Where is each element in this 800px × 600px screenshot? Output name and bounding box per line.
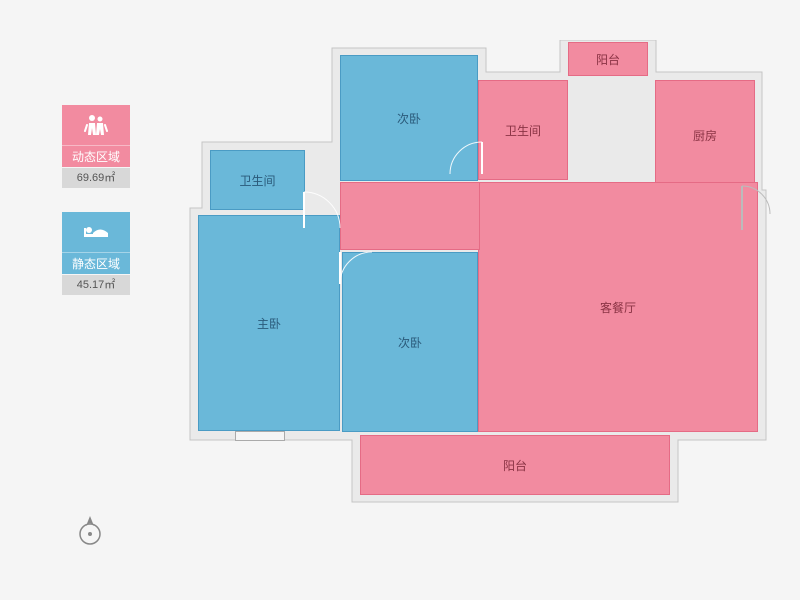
room-kitchen: 厨房 [655,80,755,190]
room-balcony-top: 阳台 [568,42,648,76]
room-living-corridor [340,182,480,250]
room-label: 主卧 [257,315,281,332]
legend-dynamic-title: 动态区域 [62,145,130,167]
bed-icon [82,222,110,242]
legend-dynamic-icon-box [62,105,130,145]
room-label: 次卧 [397,110,421,127]
room-label: 卫生间 [239,172,275,189]
legend-static-icon-box [62,212,130,252]
room-living: 客餐厅 [478,182,758,432]
room-label: 阳台 [503,457,527,474]
window-notch [235,431,285,441]
room-bathroom-left: 卫生间 [210,150,305,210]
room-master-bedroom: 主卧 [198,215,340,431]
room-bedroom-2-bottom: 次卧 [342,252,478,432]
room-bedroom-2-top: 次卧 [340,55,478,181]
people-icon [83,113,109,137]
room-label: 卫生间 [505,122,541,139]
room-balcony-bottom: 阳台 [360,435,670,495]
room-bathroom-right: 卫生间 [478,80,568,180]
compass-icon [70,510,110,550]
legend-static-title: 静态区域 [62,252,130,274]
legend-static: 静态区域 45.17㎡ [62,212,130,295]
legend-static-area: 45.17㎡ [62,275,130,295]
legend-dynamic: 动态区域 69.69㎡ [62,105,130,188]
legend-panel: 动态区域 69.69㎡ 静态区域 45.17㎡ [62,105,130,319]
room-label: 客餐厅 [600,299,636,316]
room-label: 阳台 [596,51,620,68]
legend-dynamic-area: 69.69㎡ [62,168,130,188]
room-label: 厨房 [693,127,717,144]
floorplan: 阳台卫生间厨房客餐厅阳台次卧卫生间主卧次卧 [180,40,770,550]
room-label: 次卧 [398,334,422,351]
